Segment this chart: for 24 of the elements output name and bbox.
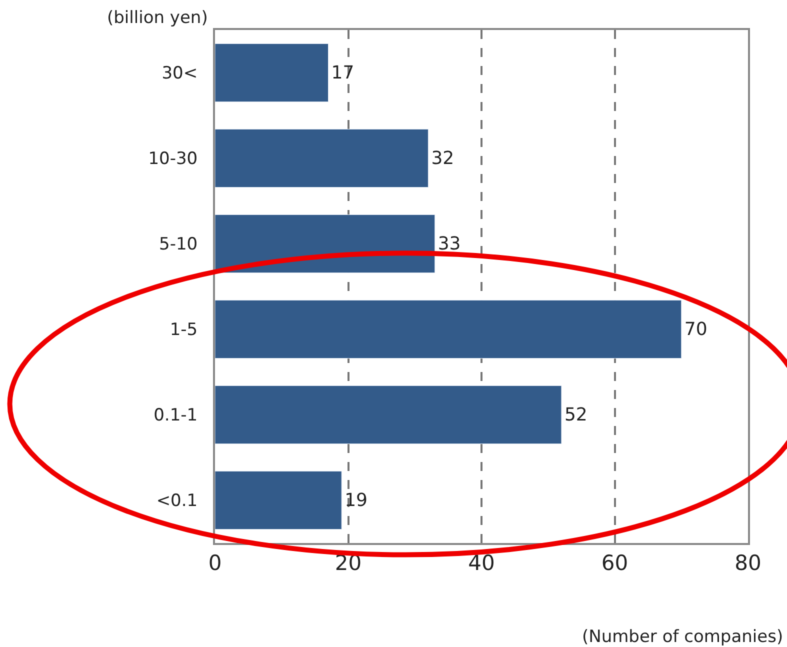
- bar: [215, 385, 562, 444]
- y-tick-label: 10-30: [148, 149, 198, 170]
- y-tick-label: <0.1: [156, 491, 198, 512]
- x-tick-label: 80: [734, 551, 762, 576]
- x-tick-label: 40: [468, 551, 495, 576]
- y-axis-title: (billion yen): [107, 8, 208, 28]
- bar: [215, 470, 342, 530]
- y-tick-label: 1-5: [170, 320, 198, 340]
- data-label: 33: [438, 233, 461, 254]
- bar: [215, 128, 428, 188]
- data-label: 17: [331, 62, 354, 84]
- bar: [215, 300, 682, 359]
- data-label: 52: [564, 404, 588, 426]
- data-label: 32: [431, 148, 454, 169]
- data-label: 19: [344, 490, 368, 511]
- x-tick-label: 60: [601, 551, 628, 576]
- y-tick-label: 30<: [162, 64, 198, 84]
- y-tick-label: 0.1-1: [154, 406, 198, 426]
- x-tick-label: 0: [208, 551, 222, 576]
- bar: [215, 214, 436, 274]
- x-axis-title: (Number of companies): [582, 627, 784, 647]
- bar: [215, 43, 329, 102]
- y-tick-label: 5-10: [159, 234, 198, 255]
- data-label: 70: [684, 318, 708, 340]
